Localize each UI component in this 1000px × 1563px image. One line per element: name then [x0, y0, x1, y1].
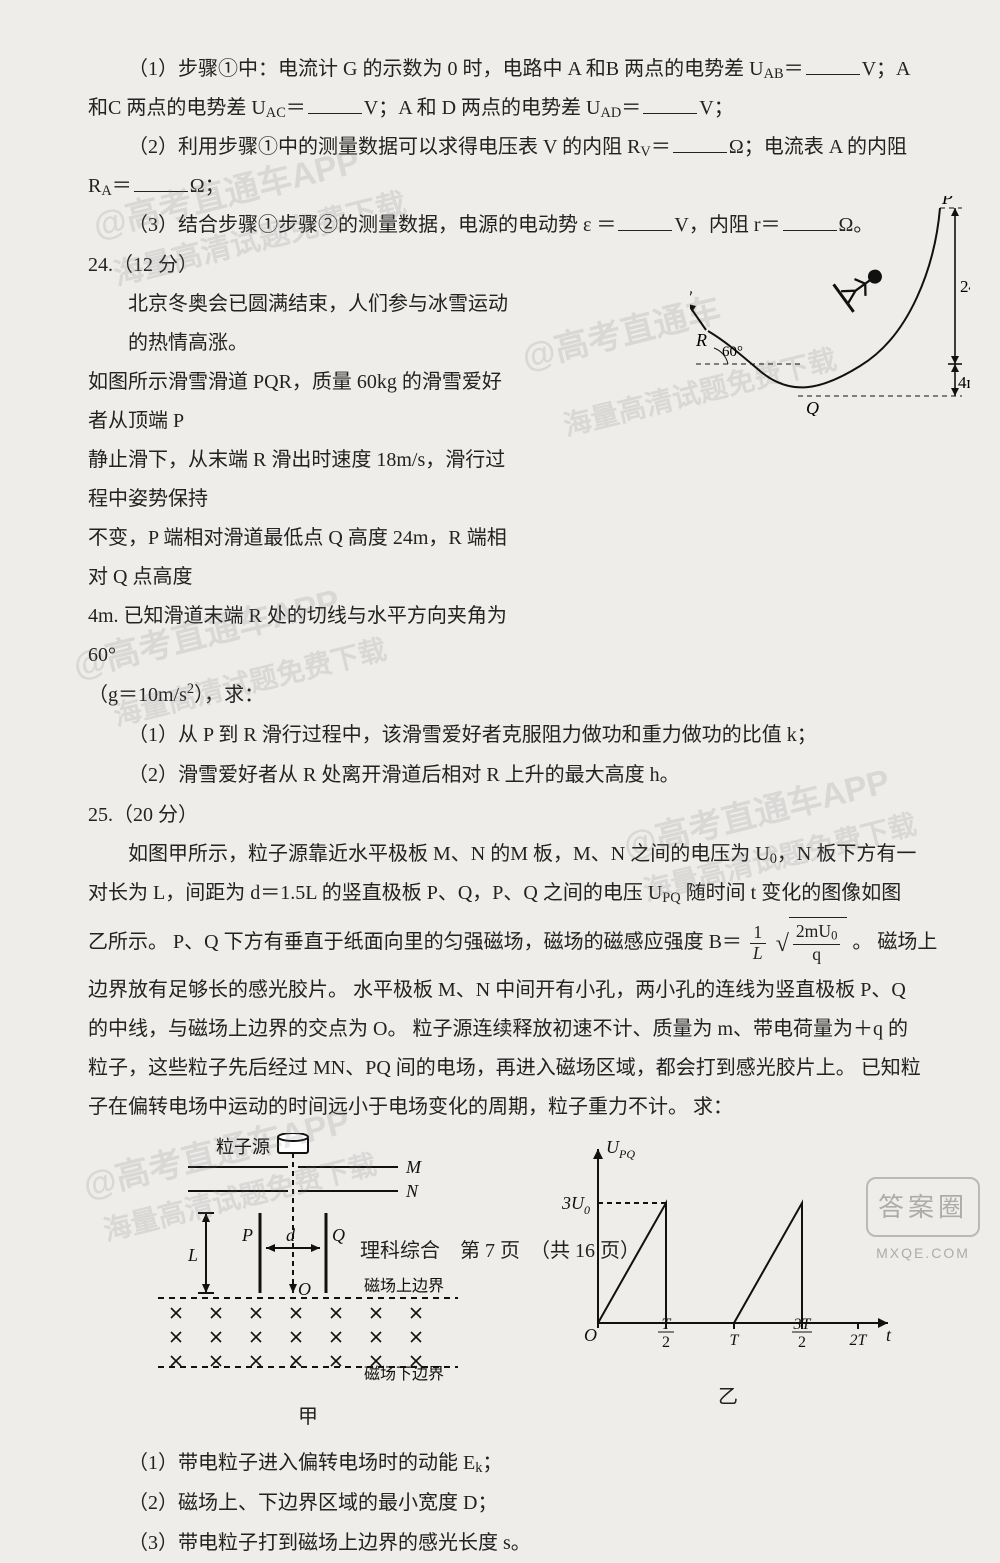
stamp-url: MXQE.COM [866, 1239, 980, 1267]
p25-head: 25.（20 分） [88, 795, 922, 835]
text: （3）结合步骤①步骤②的测量数据，电源的电动势 ε ＝ [128, 214, 616, 236]
text: 静止滑下，从末端 R 滑出时速度 18m/s，滑行过程中姿势保持 [88, 441, 508, 519]
page: @高考直通车APP 海量高清试题免费下载 @高考直通车 海量高清试题免费下载 @… [0, 0, 1000, 1295]
p24-q2: （2）滑雪爱好者从 R 处离开滑道后相对 R 上升的最大高度 h。 [88, 755, 922, 795]
label-60: 60° [722, 344, 743, 360]
subscript: PQ [662, 890, 680, 906]
text: ），求： [194, 684, 264, 706]
blank [643, 92, 697, 114]
caption-jia: 甲 [128, 1397, 488, 1437]
origin: O [584, 1325, 597, 1345]
label-v: v [690, 284, 692, 304]
svg-text:T: T [730, 1332, 740, 1349]
xlabel-t: t [886, 1325, 892, 1345]
text: V；A [862, 58, 911, 80]
text: 粒子，这些粒子先后经过 MN、PQ 间的电场，再进入磁场区域，都会打到感光胶片上… [88, 1049, 922, 1088]
label-R: R [695, 330, 707, 350]
text: 边界放有足够长的感光胶片。 水平极板 M、N 中间开有小孔，两小孔的连线为竖直极… [88, 971, 922, 1010]
label-M: M [405, 1157, 422, 1177]
text: ； [482, 1452, 502, 1474]
text: 如图甲所示，粒子源靠近水平极板 M、N 的M 板，M、N 之间的电压为 U [128, 843, 770, 865]
text: 和C 两点的电势差 U [88, 97, 266, 119]
page-footer: 理科综合 第 7 页 （共 16 页） [0, 1231, 1000, 1271]
svg-text:2: 2 [798, 1334, 806, 1351]
text: （1）步骤①中：电流计 G 的示数为 0 时，电路中 A 和B 两点的电势差 U [128, 58, 764, 80]
p24-q1: （1）从 P 到 R 滑行过程中，该滑雪爱好者克服阻力做功和重力做功的比值 k； [88, 715, 922, 755]
text: Ω；电流表 A 的内阻 [729, 136, 907, 158]
text: 不变，P 端相对滑道最低点 Q 高度 24m，R 端相对 Q 点高度 [88, 519, 508, 597]
text: ＝ [621, 97, 641, 119]
label-O: O [298, 1279, 311, 1299]
text: 如图所示滑雪滑道 PQR，质量 60kg 的滑雪爱好者从顶端 P [88, 363, 508, 441]
p25-q1: （1）带电粒子进入偏转电场时的动能 E [128, 1452, 475, 1474]
blank [308, 92, 362, 114]
text: 北京冬奥会已圆满结束，人们参与冰雪运动的热情高涨。 [88, 285, 508, 363]
text: 4m. 已知滑道末端 R 处的切线与水平方向夹角为 60° [88, 597, 508, 675]
svg-text:2: 2 [662, 1334, 670, 1351]
caption-yi: 乙 [548, 1377, 908, 1417]
p25-q2: （2）磁场上、下边界区域的最小宽度 D； [88, 1483, 922, 1523]
label-4m: 4m [958, 373, 970, 392]
fraction: 1L [750, 923, 766, 963]
figure-yi-wrap: UPQ 3U0 O t T2 T 3T2 2T [548, 1133, 908, 1417]
stamp-box: 答案圈 [866, 1177, 980, 1237]
text: Ω； [190, 175, 225, 197]
stamp: 答案圈 MXQE.COM [866, 1177, 980, 1267]
label-source: 粒子源 [216, 1137, 270, 1157]
label-Q: Q [806, 398, 819, 416]
subscript: AB [764, 66, 784, 82]
text: 乙所示。 P、Q 下方有垂直于纸面向里的匀强磁场，磁场的磁感应强度 B＝ [88, 931, 742, 953]
text: （2）利用步骤①中的测量数据可以求得电压表 V 的内阻 R [128, 136, 640, 158]
text: R [88, 175, 101, 197]
text: V；A 和 D 两点的电势差 U [364, 97, 601, 119]
subscript: V [640, 144, 650, 160]
subscript: AC [266, 105, 286, 121]
figures-row: 粒子源 M N P Q L d O 磁场上边界 磁场下边界 [128, 1133, 922, 1437]
subscript: 0 [770, 851, 777, 867]
ylabel: UPQ [606, 1137, 635, 1161]
text: ，N 板下方有一 [777, 843, 916, 865]
text: 。 磁场上 [852, 931, 937, 953]
blank [618, 209, 672, 231]
text: ＝ [112, 175, 132, 197]
text: ＝ [784, 58, 804, 80]
blank [673, 131, 727, 153]
label-P: P [941, 196, 953, 208]
p24-body: 北京冬奥会已圆满结束，人们参与冰雪运动的热情高涨。 如图所示滑雪滑道 PQR，质… [88, 285, 508, 715]
subscript: AD [600, 105, 621, 121]
subscript: A [101, 183, 111, 199]
label-24m: 24m [960, 277, 970, 296]
sqrt: 2mU0q [774, 913, 848, 971]
blank [806, 53, 860, 75]
figure-jia-wrap: 粒子源 M N P Q L d O 磁场上边界 磁场下边界 [128, 1133, 488, 1437]
ytick: 3U0 [561, 1193, 590, 1217]
text: 随时间 t 变化的图像如图 [681, 882, 902, 904]
text: V； [699, 97, 733, 119]
text: 的中线，与磁场上边界的交点为 O。 粒子源连续释放初速不计、质量为 m、带电荷量… [88, 1010, 922, 1049]
svg-text:2T: 2T [850, 1332, 868, 1349]
text: 子在偏转电场中运动的时间远小于电场变化的周期，粒子重力不计。 求： [88, 1088, 922, 1127]
p25-q3: （3）带电粒子打到磁场上边界的感光长度 s。 [88, 1523, 922, 1563]
text: ＝ [286, 97, 306, 119]
subscript: k [475, 1459, 482, 1475]
label-upper: 磁场上边界 [364, 1277, 444, 1295]
label-N: N [405, 1181, 419, 1201]
text: 对长为 L，间距为 d＝1.5L 的竖直极板 P、Q，P、Q 之间的电压 U [88, 882, 662, 904]
blank [134, 170, 188, 192]
text: （g＝10m/s [88, 684, 187, 706]
p25-body: 如图甲所示，粒子源靠近水平极板 M、N 的M 板，M、N 之间的电压为 U0，N… [88, 835, 922, 1127]
figure-ski: P Q R v 60° 24m 4m [690, 196, 970, 416]
text: ＝ [651, 136, 671, 158]
